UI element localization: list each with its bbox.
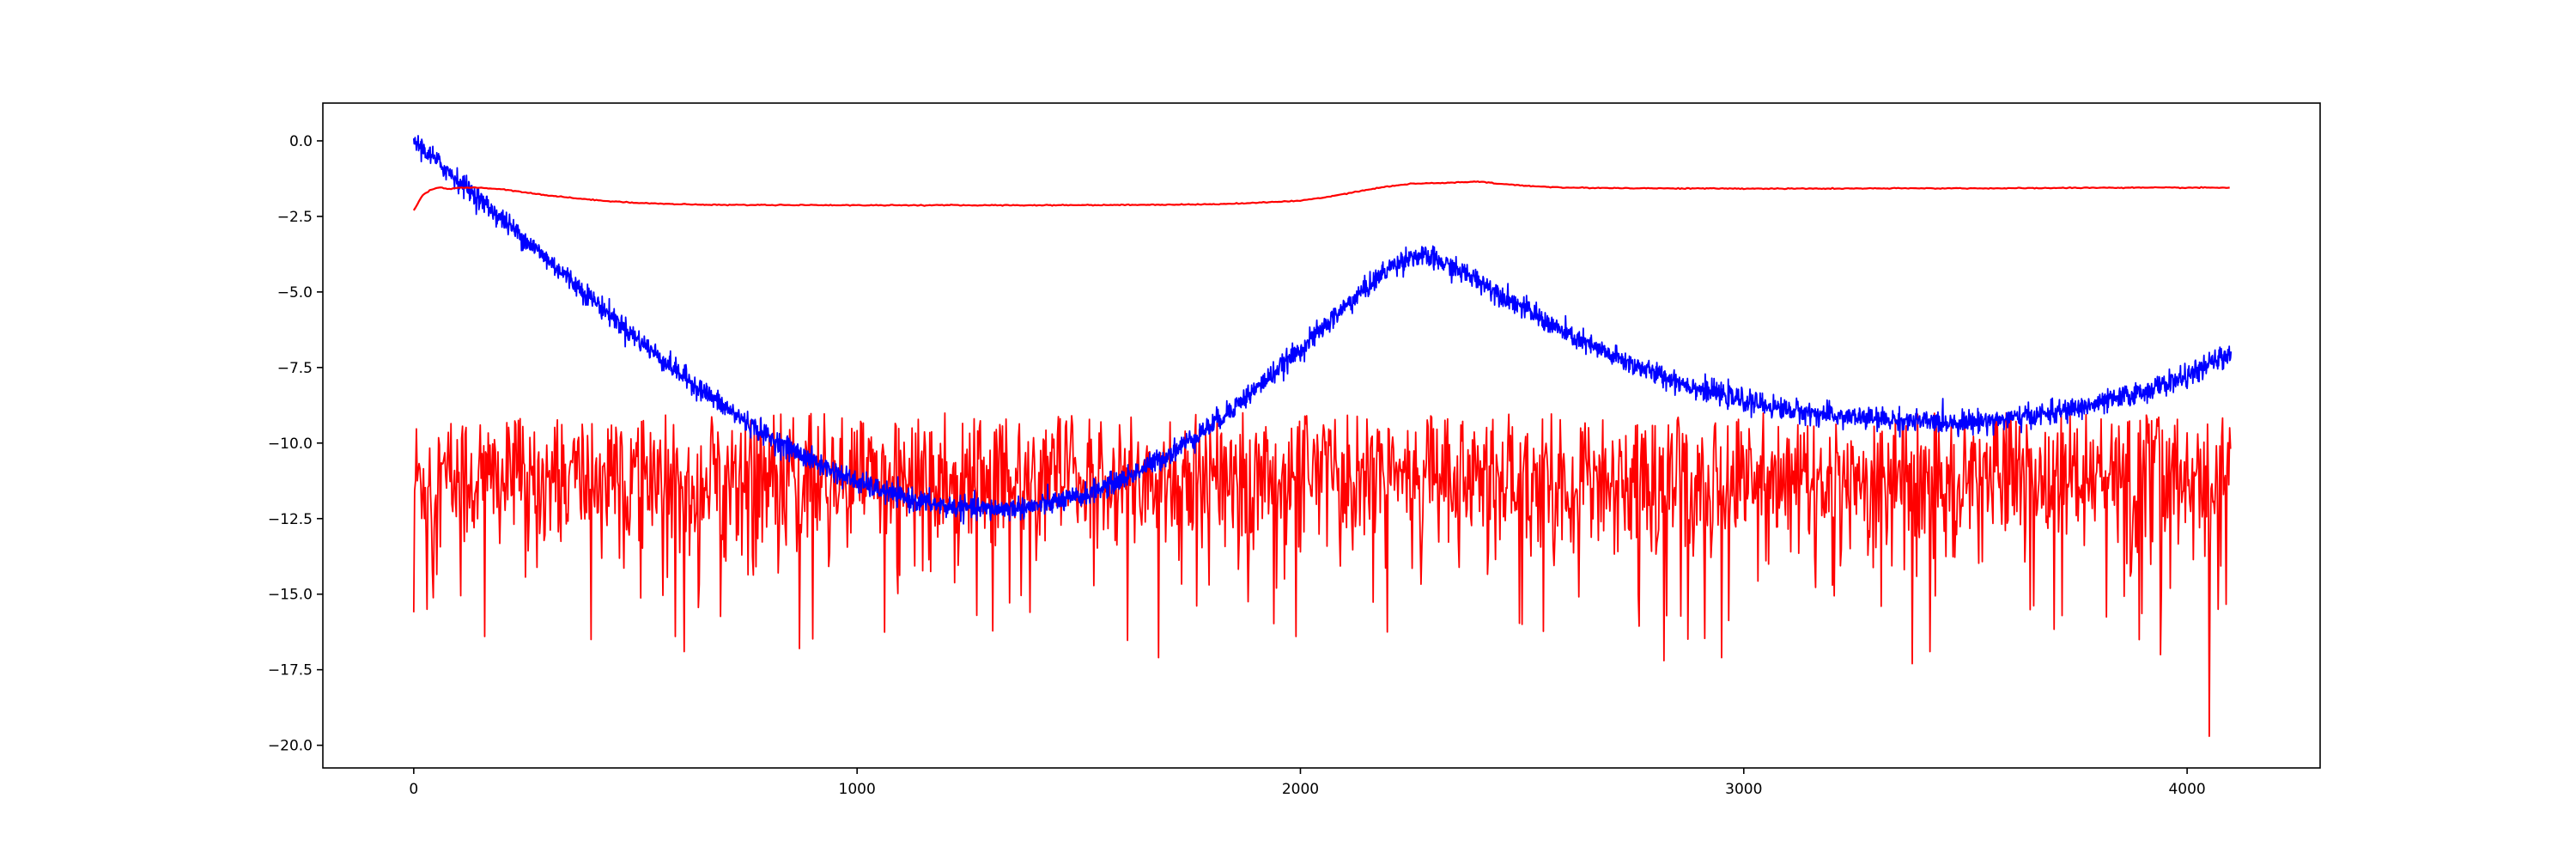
y-tick-label: −12.5 bbox=[268, 511, 313, 528]
series-line-1 bbox=[412, 180, 2230, 211]
series-line-0 bbox=[412, 135, 2233, 525]
y-tick-label: −5.0 bbox=[277, 284, 313, 302]
y-tick-label: 0.0 bbox=[289, 133, 313, 150]
x-tick-label: 3000 bbox=[1725, 781, 1762, 798]
x-tick-label: 1000 bbox=[839, 781, 876, 798]
y-tick-label: −10.0 bbox=[268, 436, 313, 453]
y-axis: 0.0 −2.5 −5.0 −7.5 −10.0 −12.5 −15.0 −17.5 −20.0 bbox=[268, 133, 323, 755]
y-tick-label: −17.5 bbox=[268, 662, 313, 679]
y-tick-label: −15.0 bbox=[268, 587, 313, 604]
x-axis: 0 1000 2000 3000 4000 bbox=[409, 768, 2206, 798]
x-tick-label: 0 bbox=[409, 781, 418, 798]
series-layer bbox=[412, 135, 2233, 737]
y-tick-label: −20.0 bbox=[268, 738, 313, 755]
plot-frame bbox=[322, 102, 2321, 769]
x-tick-label: 4000 bbox=[2168, 781, 2205, 798]
x-tick-label: 2000 bbox=[1282, 781, 1319, 798]
y-tick-label: −7.5 bbox=[277, 360, 313, 377]
y-tick-label: −2.5 bbox=[277, 209, 313, 226]
series-line-2 bbox=[412, 411, 2232, 737]
